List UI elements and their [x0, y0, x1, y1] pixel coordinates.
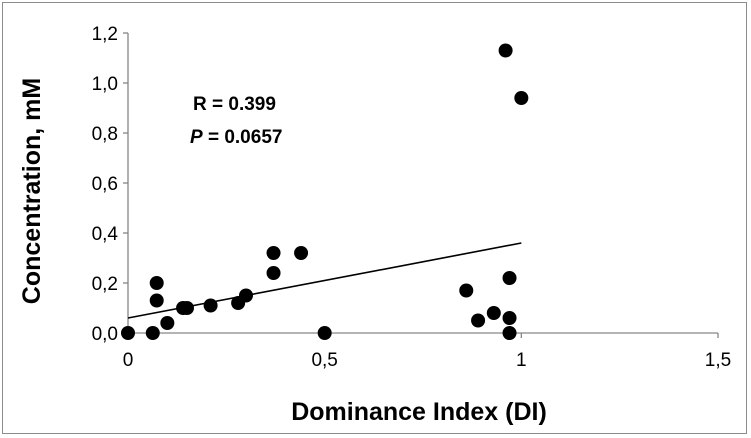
x-tick-label: 0 — [123, 350, 134, 371]
data-point — [459, 283, 474, 298]
x-tick-label: 0,5 — [311, 350, 337, 371]
y-tick-label: 0,0 — [92, 324, 118, 345]
p-value-label: P = 0.0657 — [190, 127, 282, 148]
y-tick-label: 0,2 — [92, 274, 118, 295]
data-point — [317, 326, 332, 340]
data-point — [266, 266, 281, 280]
data-point — [149, 293, 164, 308]
data-point — [203, 298, 218, 313]
p-symbol: P — [190, 127, 203, 148]
data-point — [160, 316, 175, 330]
data-point — [498, 43, 513, 58]
correlation-r-label: R = 0.399 — [193, 94, 276, 115]
x-tick-label: 1 — [516, 350, 527, 371]
data-point — [471, 313, 486, 328]
y-tick-label: 0,4 — [92, 224, 119, 245]
x-tick-label: 1,5 — [705, 350, 731, 371]
tick-labels: 0,0 0,2 0,4 0,6 0,8 1,0 1,2 0 0,5 1 1,5 — [92, 24, 732, 371]
data-point — [266, 246, 281, 260]
data-point — [149, 276, 164, 290]
axes — [127, 33, 718, 334]
data-point — [502, 311, 517, 325]
y-tick-label: 0,8 — [92, 124, 118, 145]
x-axis-title: Dominance Index (DI) — [291, 398, 547, 426]
data-point — [502, 271, 517, 285]
data-point — [180, 301, 194, 315]
data-point — [502, 326, 517, 340]
trendline — [127, 242, 522, 319]
data-point — [121, 326, 135, 340]
data-point — [486, 306, 501, 320]
data-points — [121, 43, 529, 340]
data-point — [239, 288, 253, 303]
axis-ticks — [123, 32, 719, 338]
y-tick-label: 1,0 — [92, 74, 118, 95]
p-value: = 0.0657 — [203, 127, 283, 148]
y-tick-label: 1,2 — [92, 24, 118, 45]
data-point — [145, 326, 160, 340]
y-tick-label: 0,6 — [92, 174, 118, 195]
chart-frame — [2, 2, 747, 434]
y-axis-title: Concentration, mM — [18, 78, 46, 304]
data-point — [294, 246, 309, 260]
data-point — [514, 91, 529, 105]
